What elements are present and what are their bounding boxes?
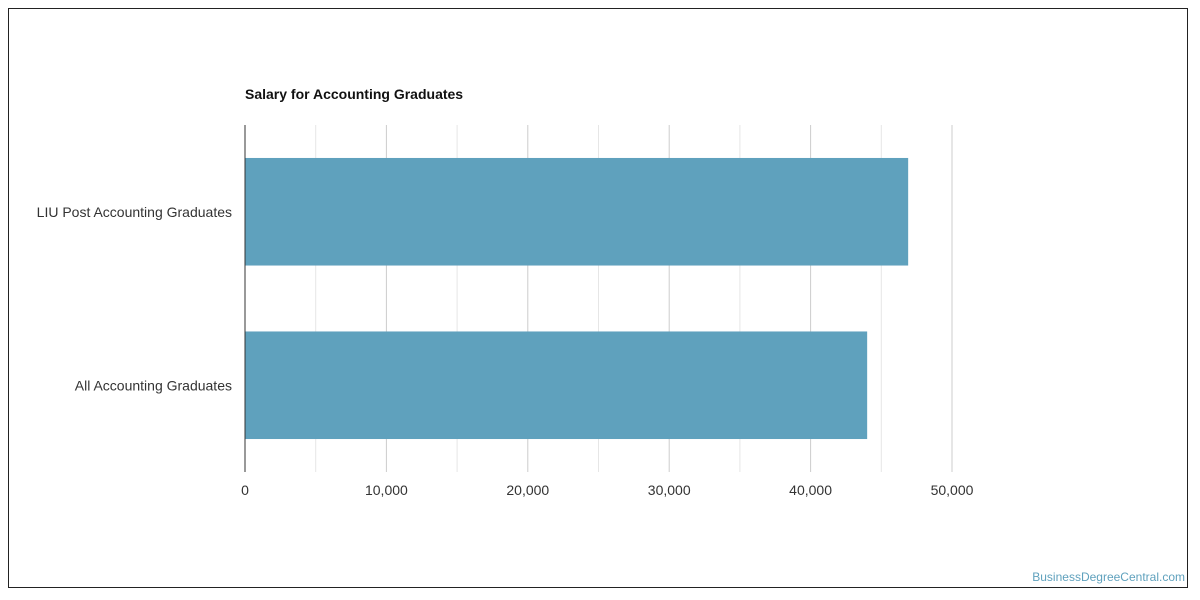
bars	[245, 157, 909, 440]
category-labels: LIU Post Accounting Graduates All Account…	[37, 204, 232, 394]
chart-title: Salary for Accounting Graduates	[245, 86, 464, 102]
x-tick-label-3: 30,000	[648, 482, 691, 498]
chart-frame	[8, 8, 1188, 588]
category-label-2: All Accounting Graduates	[75, 377, 232, 393]
x-tick-label-5: 50,000	[931, 482, 974, 498]
x-tick-label-2: 20,000	[506, 482, 549, 498]
bar-2	[245, 331, 868, 440]
category-label-1: LIU Post Accounting Graduates	[37, 204, 232, 220]
x-tick-label-4: 40,000	[789, 482, 832, 498]
x-tick-labels: 0 10,000 20,000 30,000 40,000 50,000	[241, 482, 974, 498]
watermark-text: BusinessDegreeCentral.com	[1032, 570, 1185, 584]
bar-1	[245, 157, 909, 266]
x-tick-label-0: 0	[241, 482, 249, 498]
x-tick-label-1: 10,000	[365, 482, 408, 498]
